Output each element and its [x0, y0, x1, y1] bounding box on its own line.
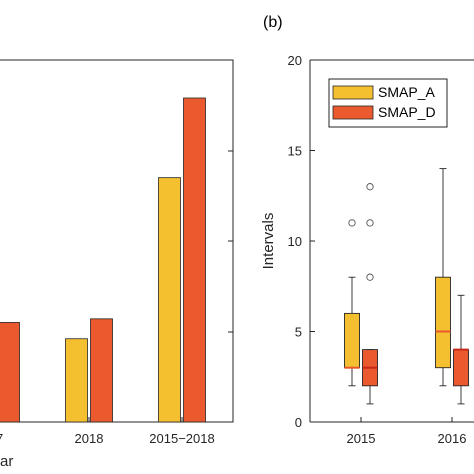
box-smap-a — [344, 219, 360, 387]
outlier-point — [366, 219, 374, 227]
left-x-axis-label: ar — [0, 453, 13, 470]
legend-label-smap-d: SMAP_D — [378, 104, 436, 120]
right-x-tick-label: 2015 — [347, 431, 376, 446]
box-smap-a — [435, 168, 451, 387]
box-iqr — [453, 349, 469, 387]
left-x-tick-label: 2018 — [75, 431, 104, 446]
right-y-tick-label: 10 — [288, 234, 302, 249]
right-y-tick-label: 20 — [288, 53, 302, 68]
box-smap-d — [362, 183, 378, 405]
outlier-point — [366, 183, 374, 191]
legend-label-smap-a: SMAP_A — [378, 84, 435, 100]
bar-smap-a — [158, 177, 181, 423]
left-x-tick-label: 2015−2018 — [149, 431, 214, 446]
right-y-tick-label: 15 — [288, 144, 302, 159]
bar-smap-d — [183, 97, 206, 423]
box-iqr — [435, 276, 451, 369]
panel-label-b: (b) — [263, 14, 283, 31]
right-y-tick-label: 5 — [295, 325, 302, 340]
bar-smap-d — [90, 318, 113, 423]
outlier-point — [348, 219, 356, 227]
legend: SMAP_A SMAP_D — [328, 78, 448, 128]
left-x-tick-label: 17 — [0, 431, 3, 446]
right-y-tick-label: 0 — [295, 415, 302, 430]
right-y-axis-label: Intervals — [260, 213, 277, 270]
bar-smap-d — [0, 322, 20, 423]
box-iqr — [344, 312, 360, 369]
right-x-tick-label: 2016 — [438, 431, 467, 446]
left-chart-panel: 17 2018 2015−2018 ar — [0, 59, 234, 470]
right-chart-panel: (b) 0 5 10 15 20 2015 2016 Intervals SMAP_A S… — [260, 14, 474, 446]
bar-smap-a — [65, 338, 88, 423]
legend-swatch-smap-d — [332, 105, 374, 120]
box-smap-d — [453, 294, 469, 405]
legend-swatch-smap-a — [332, 85, 374, 100]
outlier-point — [366, 273, 374, 281]
